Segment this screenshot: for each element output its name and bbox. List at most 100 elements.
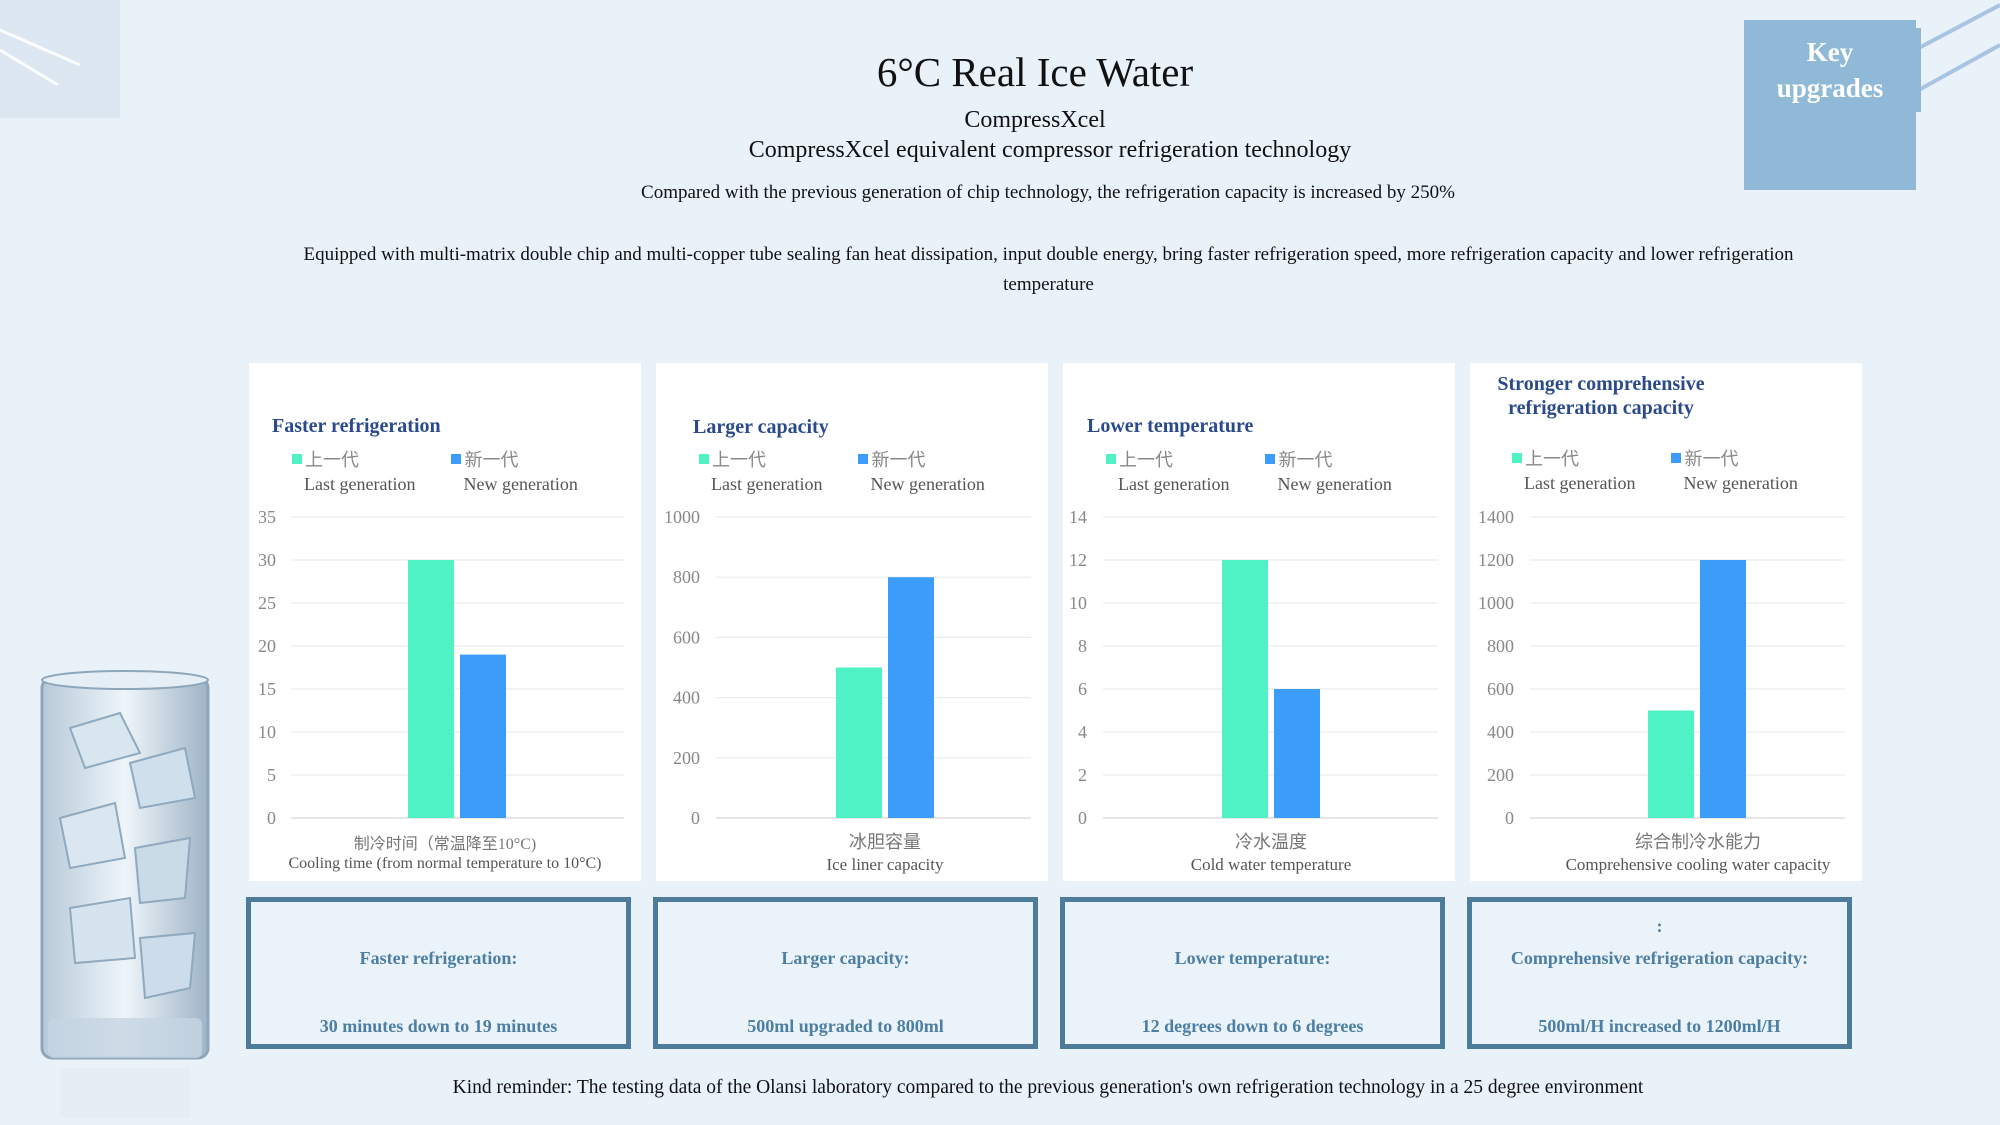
subtitle-technology: CompressXcel equivalent compressor refri… bbox=[748, 137, 1352, 163]
y-tick-label: 4 bbox=[1078, 722, 1087, 742]
y-tick-label: 400 bbox=[673, 688, 700, 708]
legend-last-zh: 上一代 bbox=[1525, 449, 1579, 469]
y-tick-label: 25 bbox=[258, 593, 276, 613]
legend-last: 上一代 Last generation bbox=[1106, 446, 1229, 495]
chart-svg: 0 2 4 6 8 10 12 14 bbox=[1069, 507, 1438, 828]
chart-legend: 上一代 Last generation 新一代 New generation bbox=[1512, 445, 1798, 494]
y-tick-label: 600 bbox=[1487, 679, 1514, 699]
legend-new: 新一代 New generation bbox=[1265, 446, 1392, 495]
y-tick-label: 5 bbox=[267, 765, 276, 785]
y-tick-label: 15 bbox=[258, 679, 276, 699]
legend-swatch-last bbox=[1512, 453, 1522, 463]
chart-legend: 上一代 Last generation 新一代 New generation bbox=[292, 446, 578, 495]
x-category-label: 综合制冷水能力 Comprehensive cooling water capa… bbox=[1502, 828, 1894, 875]
chart-card-larger-capacity: 0 200 400 600 800 1000 bbox=[656, 363, 1048, 881]
y-tick-label: 14 bbox=[1069, 507, 1087, 527]
summary-box-larger-capacity: Larger capacity: 500ml upgraded to 800ml bbox=[653, 897, 1038, 1049]
bar-new-generation bbox=[888, 577, 934, 818]
summary-label: Larger capacity: bbox=[781, 948, 910, 968]
legend-new: 新一代 New generation bbox=[451, 446, 578, 495]
badge-line2: upgrades bbox=[1776, 73, 1884, 103]
y-tick-label: 1000 bbox=[664, 507, 700, 527]
y-tick-label: 1200 bbox=[1478, 550, 1514, 570]
legend-swatch-new bbox=[1671, 453, 1682, 463]
y-tick-label: 0 bbox=[1505, 808, 1514, 828]
badge-line1: Key bbox=[1806, 37, 1854, 67]
chart-title: Stronger comprehensive refrigeration cap… bbox=[1470, 372, 1732, 420]
chart-svg: 0 200 400 600 800 1000 bbox=[664, 507, 1031, 828]
subtitle-capacity-increase: Compared with the previous generation of… bbox=[641, 182, 1455, 203]
legend-new-zh: 新一代 bbox=[871, 450, 926, 470]
category-en: Cold water temperature bbox=[1190, 855, 1352, 874]
chart-title-line2: refrigeration capacity bbox=[1508, 397, 1694, 419]
corner-decoration bbox=[0, 0, 120, 118]
bar-last-generation bbox=[408, 560, 454, 818]
legend-swatch-new bbox=[1265, 454, 1276, 464]
bar-new-generation bbox=[1274, 689, 1320, 818]
y-tick-label: 6 bbox=[1078, 679, 1087, 699]
bar-last-generation bbox=[1648, 710, 1694, 818]
summary-label: Comprehensive refrigeration capacity: bbox=[1510, 948, 1809, 968]
category-zh: 综合制冷水能力 bbox=[1635, 832, 1761, 852]
category-en: Comprehensive cooling water capacity bbox=[1565, 855, 1831, 874]
legend-last-en: Last generation bbox=[1524, 473, 1636, 493]
summary-value: 30 minutes down to 19 minutes bbox=[319, 1016, 558, 1036]
chart-svg: 0 5 10 15 20 25 30 35 bbox=[258, 507, 624, 828]
legend-swatch-last bbox=[699, 454, 709, 464]
legend-last: 上一代 Last generation bbox=[699, 446, 822, 495]
kind-reminder-footer: Kind reminder: The testing data of the O… bbox=[452, 1077, 1644, 1098]
chart-title: Larger capacity bbox=[693, 416, 829, 438]
page-title: 6°C Real Ice Water bbox=[876, 49, 1194, 95]
legend-new-en: New generation bbox=[463, 474, 578, 494]
legend-new-zh: 新一代 bbox=[1684, 449, 1739, 469]
summary-value: 500ml/H increased to 1200ml/H bbox=[1538, 1016, 1781, 1036]
chart-card-lower-temperature: 0 2 4 6 8 10 12 14 bbox=[1063, 363, 1455, 881]
chart-title: Faster refrigeration bbox=[272, 415, 441, 437]
legend-last-zh: 上一代 bbox=[712, 450, 766, 470]
summary-label: Lower temperature: bbox=[1174, 948, 1331, 968]
x-category-label: 制冷时间（常温降至10°C) Cooling time (from normal… bbox=[249, 830, 641, 873]
legend-swatch-last bbox=[1106, 454, 1116, 464]
light-streak-icon bbox=[0, 28, 81, 87]
y-tick-label: 2 bbox=[1078, 765, 1087, 785]
bar-new-generation bbox=[460, 654, 506, 818]
ice-water-glass-icon bbox=[40, 670, 210, 1118]
chart-svg: 0 200 400 600 800 1000 1200 1400 bbox=[1478, 507, 1845, 828]
summary-label: Faster refrigeration: bbox=[359, 948, 518, 968]
legend-new-zh: 新一代 bbox=[1278, 450, 1333, 470]
summary-prefix: : bbox=[1656, 916, 1663, 936]
legend-swatch-last bbox=[292, 454, 302, 464]
badge-tab bbox=[1905, 28, 1921, 112]
summary-value: 500ml upgraded to 800ml bbox=[747, 1016, 944, 1036]
summary-box-lower-temperature: Lower temperature: 12 degrees down to 6 … bbox=[1060, 897, 1445, 1049]
y-tick-label: 30 bbox=[258, 550, 276, 570]
legend-last-zh: 上一代 bbox=[305, 450, 359, 470]
category-zh: 冰胆容量 bbox=[849, 832, 921, 852]
y-tick-label: 0 bbox=[1078, 808, 1087, 828]
y-tick-label: 800 bbox=[1487, 636, 1514, 656]
legend-swatch-new bbox=[858, 454, 869, 464]
y-tick-label: 400 bbox=[1487, 722, 1514, 742]
legend-new-en: New generation bbox=[1277, 474, 1392, 494]
legend-last-zh: 上一代 bbox=[1119, 450, 1173, 470]
y-tick-label: 8 bbox=[1078, 636, 1087, 656]
summary-value: 12 degrees down to 6 degrees bbox=[1141, 1016, 1364, 1036]
y-tick-label: 200 bbox=[1487, 765, 1514, 785]
category-zh: 制冷时间（常温降至10°C) bbox=[353, 836, 537, 853]
y-tick-label: 0 bbox=[691, 808, 700, 828]
legend-last-en: Last generation bbox=[304, 474, 416, 494]
legend-swatch-new bbox=[451, 454, 462, 464]
y-tick-label: 800 bbox=[673, 567, 700, 587]
legend-new: 新一代 New generation bbox=[1671, 445, 1798, 494]
subtitle-brand: CompressXcel bbox=[964, 107, 1106, 133]
description: Equipped with multi-matrix double chip a… bbox=[303, 244, 1794, 295]
category-zh: 冷水温度 bbox=[1235, 832, 1307, 852]
legend-last-en: Last generation bbox=[1118, 474, 1230, 494]
chart-legend: 上一代 Last generation 新一代 New generation bbox=[699, 446, 985, 495]
legend-new: 新一代 New generation bbox=[858, 446, 985, 495]
y-tick-label: 20 bbox=[258, 636, 276, 656]
legend-new-en: New generation bbox=[1683, 473, 1798, 493]
legend-new-zh: 新一代 bbox=[464, 450, 519, 470]
y-tick-label: 1000 bbox=[1478, 593, 1514, 613]
bar-last-generation bbox=[836, 667, 882, 818]
